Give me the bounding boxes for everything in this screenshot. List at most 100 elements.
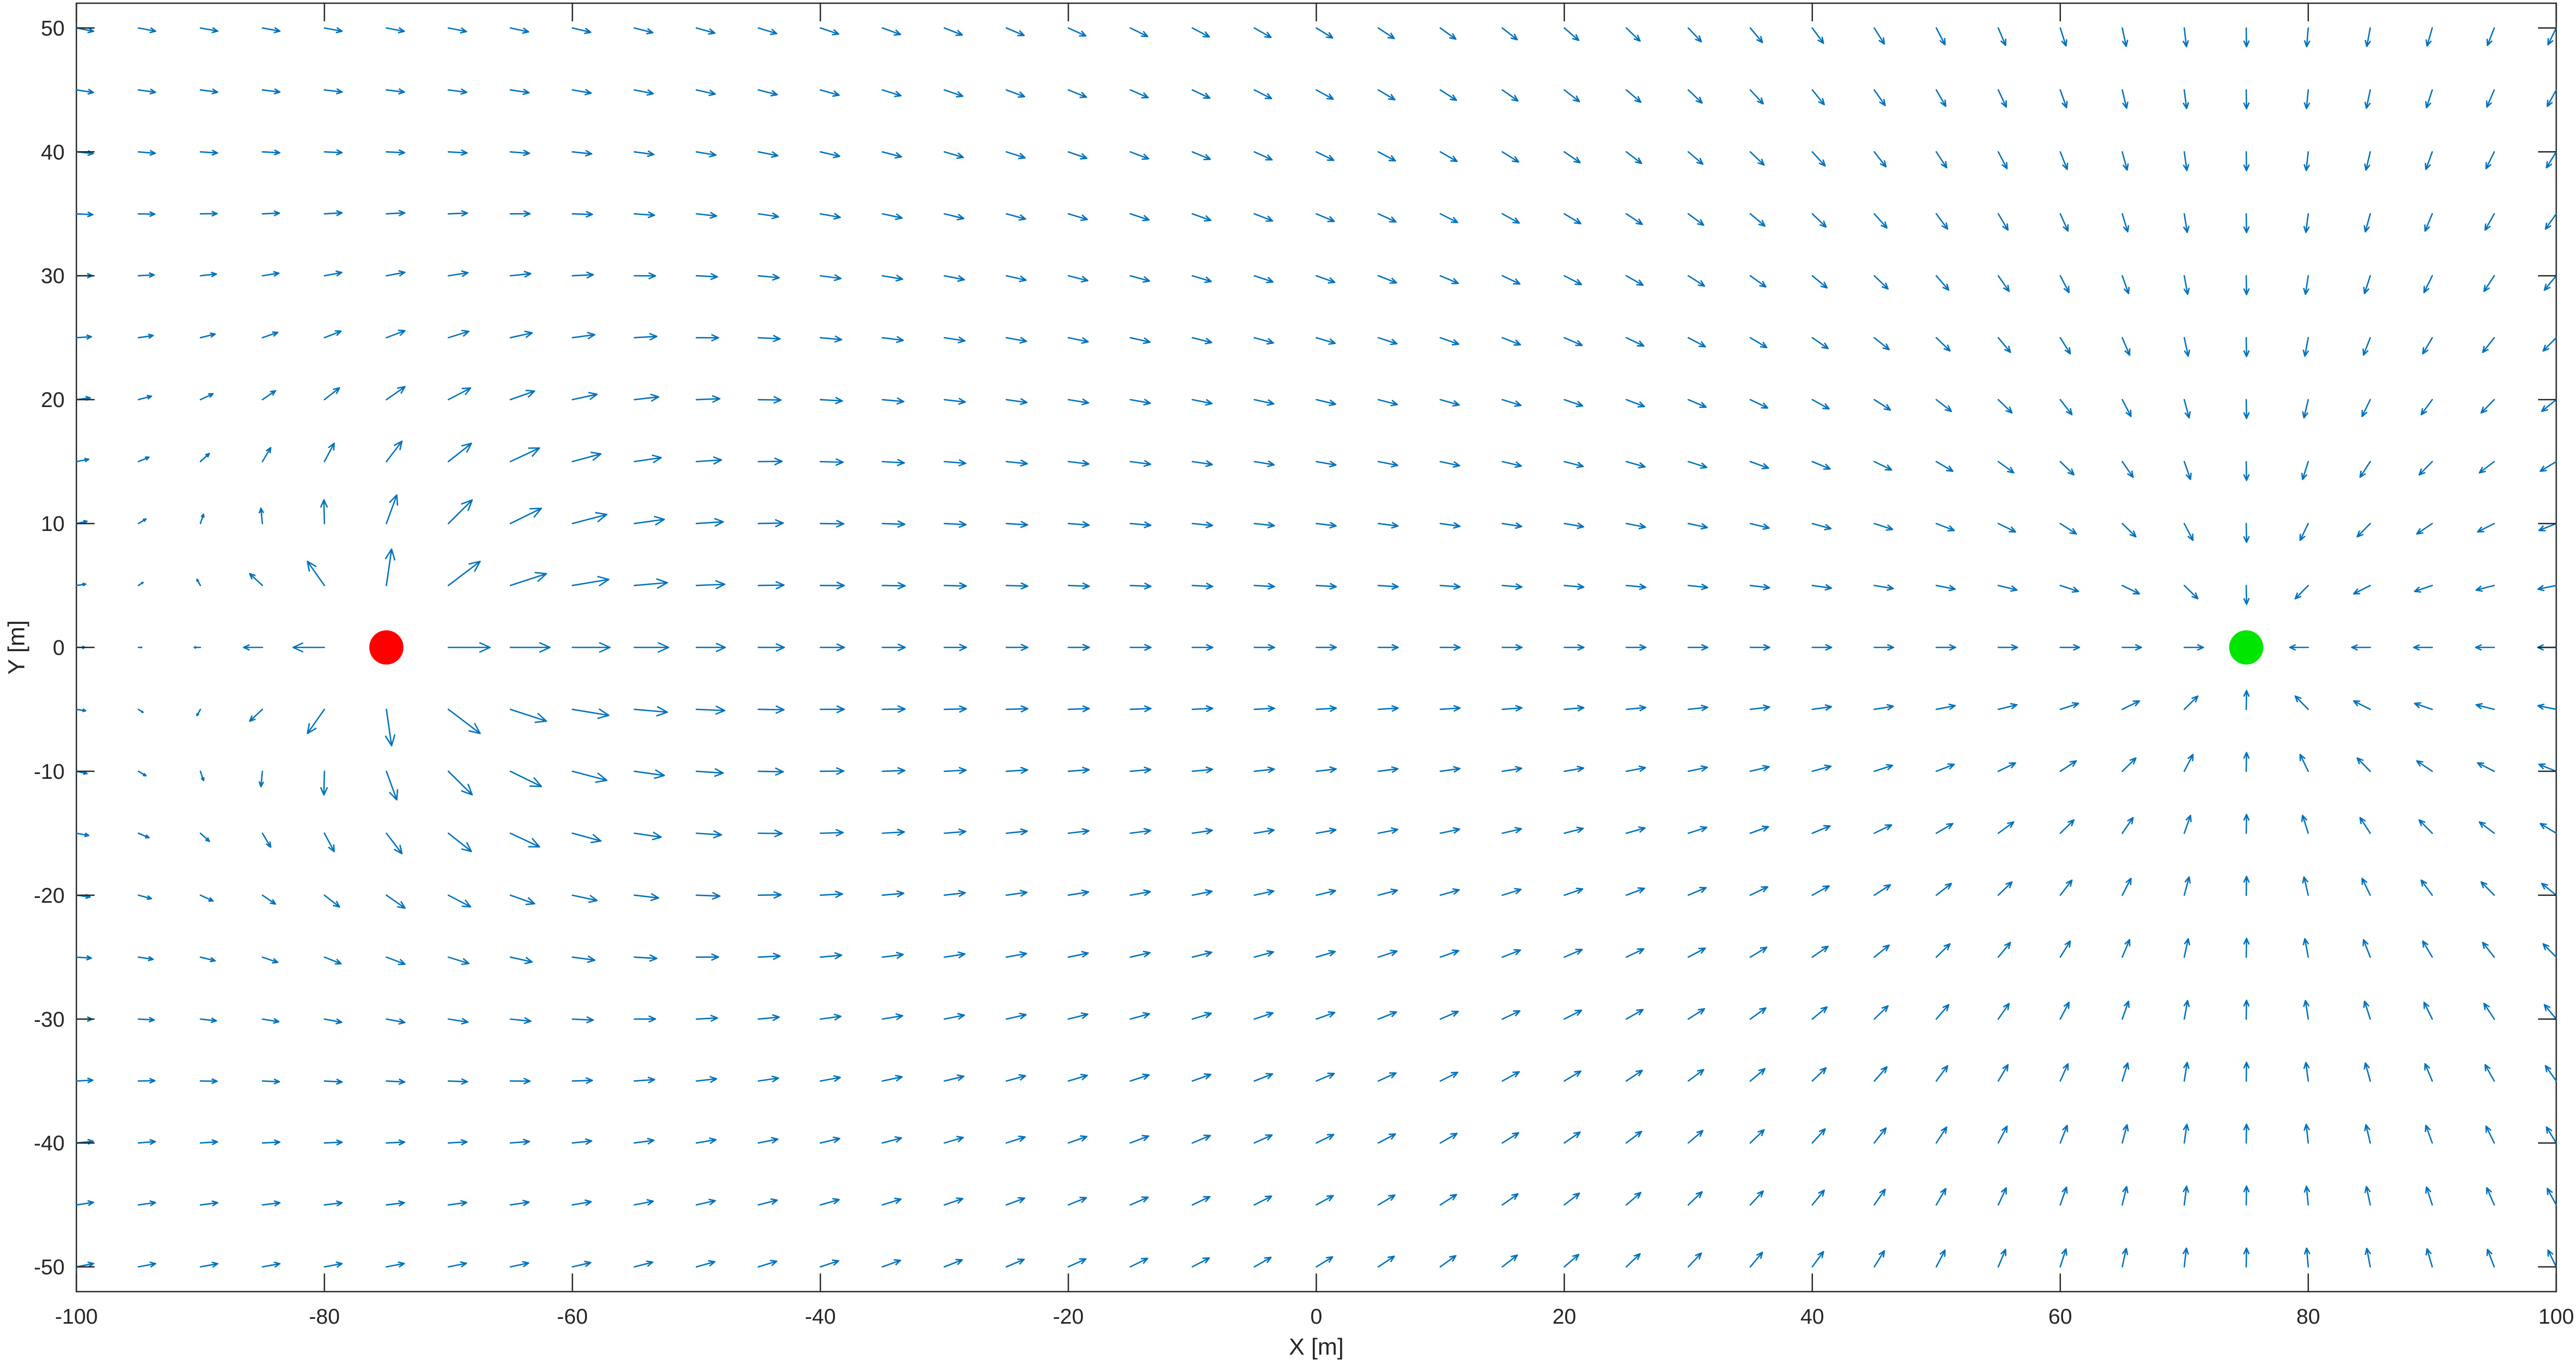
quiver-arrow-shaft [1130,27,1148,37]
quiver-arrow-shaft [1378,1072,1397,1082]
quiver-arrow-head [2483,1003,2490,1010]
quiver-arrow-head [1512,1132,1520,1139]
quiver-arrow-shaft [1068,398,1089,404]
quiver-arrow [199,393,214,401]
quiver-arrow-head [196,713,200,716]
quiver-arrow [633,1199,654,1206]
quiver-arrow-head [956,152,964,159]
quiver-arrow-shaft [2305,275,2309,295]
quiver-arrow [1006,1012,1027,1020]
quiver-arrow-shaft [1997,522,2017,533]
quiver-arrow [2547,1249,2557,1268]
quiver-arrow [820,952,843,960]
quiver-arrow-shaft [1068,151,1088,159]
quiver-arrow-head [1390,888,1398,895]
quiver-arrow-shaft [261,1202,281,1206]
quiver-arrow-head [646,1199,654,1206]
quiver-arrow-head [894,1198,902,1205]
quiver-arrow-shaft [323,330,342,339]
quiver-arrow-head [955,1197,964,1204]
quiver-arrow [75,334,92,340]
quiver-arrow [820,767,845,776]
quiver-arrow-shaft [2537,705,2557,710]
quiver-arrow-head [651,454,662,464]
quiver-arrow [509,330,533,339]
quiver-arrow [2121,213,2129,233]
quiver-arrow-head [2243,40,2250,48]
quiver-arrow [1749,1252,1763,1268]
quiver-arrow [1439,460,1460,468]
quiver-arrow-shaft [820,954,843,958]
quiver-arrow-head [523,149,530,157]
quiver-arrow-shaft [1378,950,1398,958]
quiver-arrow-head [595,512,608,522]
quiver-arrow-shaft [2544,213,2557,230]
quiver-arrow-shaft [2539,460,2557,472]
quiver-arrow-shaft [571,770,608,781]
quiver-arrow-head [647,1076,656,1084]
quiver-arrow-shaft [323,1080,343,1083]
quiver-arrow-head [2000,38,2007,46]
quiver-arrow-shaft [1192,1196,1211,1206]
quiver-arrow [2121,757,2137,772]
quiver-arrow-shaft [2059,940,2071,958]
quiver-arrow-head [1449,1193,1457,1201]
quiver-arrow [1316,1073,1335,1082]
quiver-arrow [2243,1123,2250,1144]
quiver-arrow-shaft [882,1260,901,1268]
quiver-arrow-head [955,91,964,98]
quiver-arrow-shaft [757,151,779,157]
quiver-arrow [633,211,656,218]
quiver-arrow-shaft [1192,584,1213,588]
quiver-arrow [509,956,533,965]
quiver-arrow-head [1018,1012,1027,1020]
quiver-arrow [1563,460,1584,468]
quiver-arrow-head [835,396,843,404]
quiver-arrow-head [1577,705,1585,712]
quiver-arrow [1563,1131,1581,1144]
quiver-arrow-shaft [385,1018,406,1023]
quiver-arrow-head [2243,412,2250,419]
quiver-arrow-head [1142,215,1150,222]
quiver-arrow [2183,337,2191,357]
quiver-arrow-shaft [2059,27,2067,47]
quiver-arrow-head [2541,405,2549,412]
quiver-arrow-head [1080,276,1088,283]
quiver-arrow-shaft [1254,829,1275,834]
quiver-arrow-head [2303,1061,2310,1069]
quiver-arrow [2059,213,2069,232]
quiver-arrow-head [1695,1191,1703,1199]
quiver-arrow [2413,644,2433,651]
quiver-arrow [1068,1135,1088,1144]
quiver-arrow [292,642,325,653]
quiver-arrow-shaft [2479,460,2495,474]
quiver-arrow-shaft [1873,1250,1885,1268]
quiver-arrow-shaft [509,27,530,33]
quiver-arrow [1625,522,1646,530]
quiver-arrow [2482,942,2495,958]
quiver-arrow [2299,754,2309,772]
quiver-arrow [1068,337,1089,344]
quiver-arrow-shaft [1935,1065,1949,1082]
quiver-arrow [2301,815,2309,834]
quiver-arrow-head [1327,277,1336,284]
quiver-arrow [1563,949,1583,958]
quiver-arrow-head [1701,583,1708,591]
quiver-arrow-shaft [1192,768,1213,772]
quiver-arrow-head [2123,286,2130,294]
quiver-arrow [2059,460,2075,476]
quiver-arrow-head [1081,521,1090,528]
quiver-arrow [2364,1124,2371,1144]
quiver-arrow [1254,337,1274,345]
quiver-arrow-shaft [1997,1064,2009,1082]
quiver-arrow-head [1390,400,1398,407]
quiver-arrow-shaft [1254,89,1272,99]
quiver-arrow-shaft [1192,830,1213,834]
quiver-arrow-head [1141,153,1149,160]
quiver-arrow-head [468,560,481,572]
quiver-arrow-head [2303,225,2310,233]
quiver-arrow [2294,695,2309,710]
quiver-arrow-shaft [1563,1010,1582,1020]
quiver-arrow [882,1136,902,1144]
quiver-arrow-head [653,515,665,526]
